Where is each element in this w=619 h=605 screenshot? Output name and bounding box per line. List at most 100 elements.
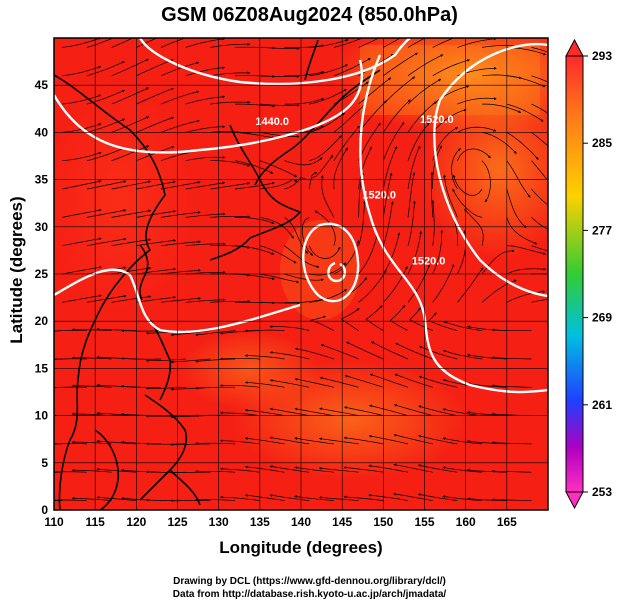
x-tick-label: 160 (456, 515, 476, 529)
streamline (407, 38, 426, 48)
streamline (259, 132, 300, 138)
streamline (382, 146, 397, 190)
colorbar-lower-arrow (565, 491, 584, 510)
wind-streamlines (54, 38, 548, 503)
streamline (333, 104, 366, 133)
streamline (333, 147, 348, 190)
temperature-field (54, 38, 548, 510)
streamline (86, 237, 127, 247)
streamline (210, 100, 251, 105)
streamline (358, 38, 380, 48)
plot-frame (53, 37, 549, 511)
streamline (111, 295, 152, 303)
x-tick-label: 140 (291, 515, 311, 529)
streamline (259, 245, 297, 264)
streamline (318, 437, 359, 445)
streamline (383, 266, 408, 303)
y-tick-label: 20 (35, 314, 49, 328)
streamline (121, 357, 162, 360)
contour-label: 1520.0 (412, 256, 446, 268)
streamline (301, 217, 313, 256)
streamline (185, 66, 225, 77)
streamline (160, 240, 201, 247)
streamline (407, 78, 442, 105)
streamline (432, 59, 471, 77)
streamline (284, 298, 325, 303)
streamline (86, 61, 125, 77)
streamline (71, 412, 112, 416)
streamline (136, 296, 177, 303)
streamline (333, 58, 371, 77)
x-tick-label: 165 (497, 515, 517, 529)
streamline (389, 304, 409, 331)
streamline (466, 439, 507, 445)
streamline (259, 273, 300, 284)
streamline (346, 341, 384, 360)
streamline (219, 439, 260, 445)
streamline (62, 94, 102, 105)
y-tick-label: 30 (35, 220, 49, 234)
streamline (71, 440, 112, 445)
streamline (443, 320, 483, 331)
streamline (457, 267, 484, 303)
streamline (269, 465, 310, 473)
streamline (86, 38, 114, 48)
streamline (259, 301, 300, 305)
colorbar-tick-label: 253 (592, 485, 612, 499)
streamline (210, 182, 251, 190)
streamline (136, 116, 175, 133)
streamline (358, 200, 366, 246)
streamline (210, 160, 251, 167)
streamline (457, 126, 497, 133)
streamline (407, 200, 416, 246)
streamline (54, 500, 63, 502)
streamline (344, 406, 384, 416)
streamline (284, 273, 324, 282)
streamline (482, 132, 517, 154)
streamline (219, 357, 260, 361)
streamline (62, 294, 102, 303)
streamline (111, 38, 134, 48)
streamline (491, 384, 532, 388)
streamline (210, 71, 251, 77)
streamline (457, 148, 491, 161)
streamline (71, 328, 112, 332)
streamline (160, 38, 187, 48)
streamline (160, 90, 200, 105)
streamline (457, 97, 497, 105)
streamline (491, 498, 532, 502)
streamline (269, 436, 310, 445)
streamline (432, 38, 455, 48)
streamline (269, 407, 310, 416)
streamline (62, 38, 102, 48)
streamline (269, 494, 310, 501)
y-tick-label: 0 (41, 503, 48, 517)
streamline (393, 433, 433, 445)
streamline (111, 145, 150, 162)
streamline (343, 436, 384, 445)
streamline (407, 230, 422, 275)
streamline (136, 87, 174, 105)
streamline (482, 103, 522, 113)
map-title: GSM 06Z08Aug2024 (850.0hPa) (161, 4, 458, 26)
streamline (358, 269, 387, 303)
streamline (195, 358, 236, 363)
streamline (259, 75, 300, 78)
streamline (451, 148, 461, 190)
y-tick-label: 5 (41, 456, 48, 470)
streamline (136, 59, 174, 77)
streamline (136, 210, 176, 218)
streamline (71, 496, 112, 501)
streamline (284, 157, 323, 166)
streamline (111, 116, 150, 133)
coastlines (54, 39, 381, 510)
streamline (86, 180, 127, 190)
streamline (86, 147, 126, 162)
streamline (506, 132, 539, 160)
streamline (284, 70, 325, 77)
streamline (86, 209, 127, 218)
x-tick-label: 110 (44, 515, 64, 529)
streamline (160, 61, 200, 77)
streamline (368, 493, 409, 501)
